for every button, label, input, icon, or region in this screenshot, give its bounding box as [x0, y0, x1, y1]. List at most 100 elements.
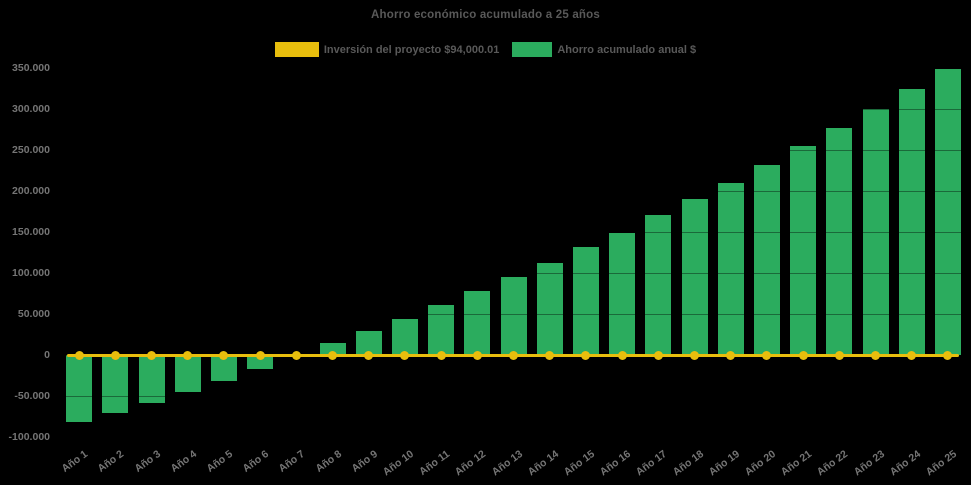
bar-año-12 — [464, 291, 491, 356]
y-axis-tick-label: 0 — [44, 349, 50, 362]
gridline — [61, 314, 966, 316]
investment-line-marker — [834, 350, 844, 360]
investment-line-marker — [509, 350, 518, 360]
bar-año-21 — [790, 146, 817, 356]
investment-line-marker — [291, 350, 301, 360]
investment-line-marker — [219, 350, 229, 360]
y-axis-tick-label: 350.000 — [12, 61, 50, 74]
investment-line-marker — [328, 350, 337, 360]
investment-line-marker — [798, 350, 808, 360]
x-axis-tick-label: Año 11 — [417, 448, 453, 478]
x-axis-tick-label: Año 6 — [240, 448, 272, 475]
gridline — [61, 231, 966, 233]
legend-item-savings[interactable]: Ahorro acumulado anual $ — [512, 42, 696, 57]
bar-año-23 — [862, 109, 889, 356]
gridline — [61, 437, 966, 439]
x-axis-tick-label: Año 7 — [276, 448, 308, 475]
gridline — [61, 149, 966, 151]
bar-año-24 — [898, 89, 925, 356]
gridline — [61, 272, 966, 274]
bar-año-20 — [753, 164, 780, 356]
y-axis-tick-label: 250.000 — [12, 143, 50, 156]
gridline — [61, 67, 966, 69]
x-axis-tick-label: Año 15 — [561, 448, 597, 479]
y-axis-tick-label: 300.000 — [12, 102, 50, 115]
x-axis-tick-label: Año 22 — [814, 448, 851, 479]
bar-año-1 — [66, 355, 93, 423]
x-axis-tick-label: Año 16 — [597, 448, 634, 479]
bar-año-15 — [572, 247, 599, 356]
x-axis-tick-label: Año 20 — [742, 448, 778, 479]
gridline — [61, 396, 966, 398]
investment-line-marker — [545, 350, 555, 360]
investment-line-marker — [726, 350, 736, 360]
gridline — [61, 190, 966, 192]
investment-line-marker — [147, 350, 156, 360]
y-axis-tick-label: 50.000 — [17, 308, 50, 321]
x-axis-tick-label: Año 23 — [851, 448, 887, 479]
x-axis-tick-label: Año 13 — [489, 448, 525, 479]
x-axis-tick-label: Año 2 — [95, 448, 127, 475]
legend: Inversión del proyecto $94,000.01 Ahorro… — [0, 42, 971, 57]
investment-line-marker — [472, 350, 482, 360]
legend-label-investment: Inversión del proyecto $94,000.01 — [323, 43, 500, 56]
y-axis-tick-label: 100.000 — [12, 266, 50, 279]
legend-item-investment[interactable]: Inversión del proyecto $94,000.01 — [274, 42, 500, 57]
gridline — [61, 108, 966, 110]
legend-label-savings: Ahorro acumulado anual $ — [557, 43, 697, 56]
bar-año-4 — [174, 355, 201, 392]
bar-año-9 — [355, 331, 382, 356]
investment-line-marker — [183, 350, 193, 360]
investment-line-marker — [690, 350, 699, 360]
x-axis-tick-label: Año 18 — [670, 448, 706, 479]
bar-año-6 — [247, 355, 274, 370]
x-axis-tick-label: Año 10 — [380, 448, 416, 479]
investment-line-marker — [400, 350, 410, 360]
investment-line-marker — [943, 350, 953, 360]
investment-line-marker — [871, 350, 880, 360]
bar-año-11 — [428, 304, 455, 356]
investment-line-marker — [581, 350, 591, 360]
y-axis-tick-label: -100.000 — [8, 431, 50, 444]
x-axis-tick-label: Año 8 — [312, 448, 344, 475]
investment-line-marker — [364, 350, 374, 360]
x-axis-tick-label: Año 17 — [633, 448, 670, 479]
y-axis-tick-label: 200.000 — [12, 184, 50, 197]
y-axis-tick-label: 150.000 — [12, 225, 50, 238]
x-axis-tick-label: Año 4 — [168, 448, 199, 475]
investment-line-marker — [653, 350, 663, 360]
bar-año-10 — [391, 318, 418, 356]
x-axis-tick-label: Año 25 — [923, 448, 959, 479]
x-axis-tick-label: Año 21 — [778, 448, 815, 479]
investment-line-marker — [436, 350, 446, 360]
x-axis-tick-label: Año 14 — [525, 448, 561, 479]
bar-año-13 — [500, 276, 527, 356]
bar-año-18 — [681, 199, 708, 356]
investment-line-marker — [762, 350, 772, 360]
bar-año-8 — [319, 343, 346, 356]
bar-año-17 — [645, 215, 672, 356]
investment-line-marker — [255, 350, 265, 360]
x-axis-tick-label: Año 12 — [452, 448, 489, 479]
investment-line-swatch-icon — [274, 42, 319, 57]
bar-año-2 — [102, 355, 129, 414]
investment-line-marker — [110, 350, 120, 360]
x-axis-tick-label: Año 9 — [349, 448, 380, 475]
bar-año-3 — [138, 355, 165, 404]
bar-año-14 — [536, 262, 563, 356]
x-axis-tick-label: Año 24 — [887, 448, 923, 479]
investment-line-marker — [617, 350, 627, 360]
bar-año-22 — [826, 128, 853, 356]
chart-title: Ahorro económico acumulado a 25 años — [371, 9, 600, 21]
x-axis-tick-label: Año 5 — [204, 448, 235, 475]
bar-año-25 — [934, 69, 961, 356]
savings-bar-swatch-icon — [512, 42, 553, 57]
bar-año-16 — [609, 232, 636, 356]
x-axis-tick-label: Año 19 — [706, 448, 742, 479]
investment-line-marker — [907, 350, 917, 360]
x-axis-tick-label: Año 1 — [59, 448, 91, 475]
bar-año-19 — [717, 182, 744, 356]
investment-line-marker — [74, 350, 84, 360]
